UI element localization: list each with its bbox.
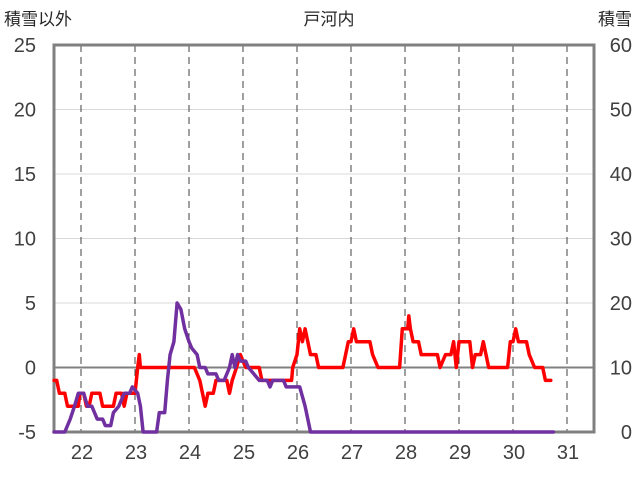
y-left-tick-label: 5 bbox=[25, 293, 36, 315]
x-tick-label: 31 bbox=[557, 442, 579, 464]
y-right-tick-label: 40 bbox=[610, 164, 632, 186]
x-tick-label: 26 bbox=[287, 442, 309, 464]
y-right-tick-label: 20 bbox=[610, 293, 632, 315]
y-right-tick-label: 30 bbox=[610, 229, 632, 251]
x-tick-label: 29 bbox=[449, 442, 471, 464]
left-axis-label: 積雪以外 bbox=[4, 10, 72, 30]
x-tick-label: 27 bbox=[341, 442, 363, 464]
x-tick-label: 24 bbox=[179, 442, 201, 464]
right-axis-label: 積雪 bbox=[598, 10, 632, 30]
y-left-tick-label: 25 bbox=[14, 35, 36, 57]
y-left-tick-label: -5 bbox=[18, 422, 36, 444]
y-left-tick-label: 20 bbox=[14, 100, 36, 122]
y-right-tick-label: 50 bbox=[610, 100, 632, 122]
y-right-tick-label: 60 bbox=[610, 35, 632, 57]
x-tick-label: 22 bbox=[71, 442, 93, 464]
y-right-tick-label: 10 bbox=[610, 358, 632, 380]
x-tick-label: 28 bbox=[395, 442, 417, 464]
x-tick-label: 30 bbox=[503, 442, 525, 464]
y-left-tick-label: 0 bbox=[25, 358, 36, 380]
x-tick-label: 25 bbox=[233, 442, 255, 464]
y-right-tick-label: 0 bbox=[621, 422, 632, 444]
x-tick-label: 23 bbox=[125, 442, 147, 464]
series-line-2 bbox=[52, 301, 556, 434]
title: 戸河内 bbox=[304, 10, 355, 30]
y-left-tick-label: 15 bbox=[14, 164, 36, 186]
y-left-tick-label: 10 bbox=[14, 229, 36, 251]
